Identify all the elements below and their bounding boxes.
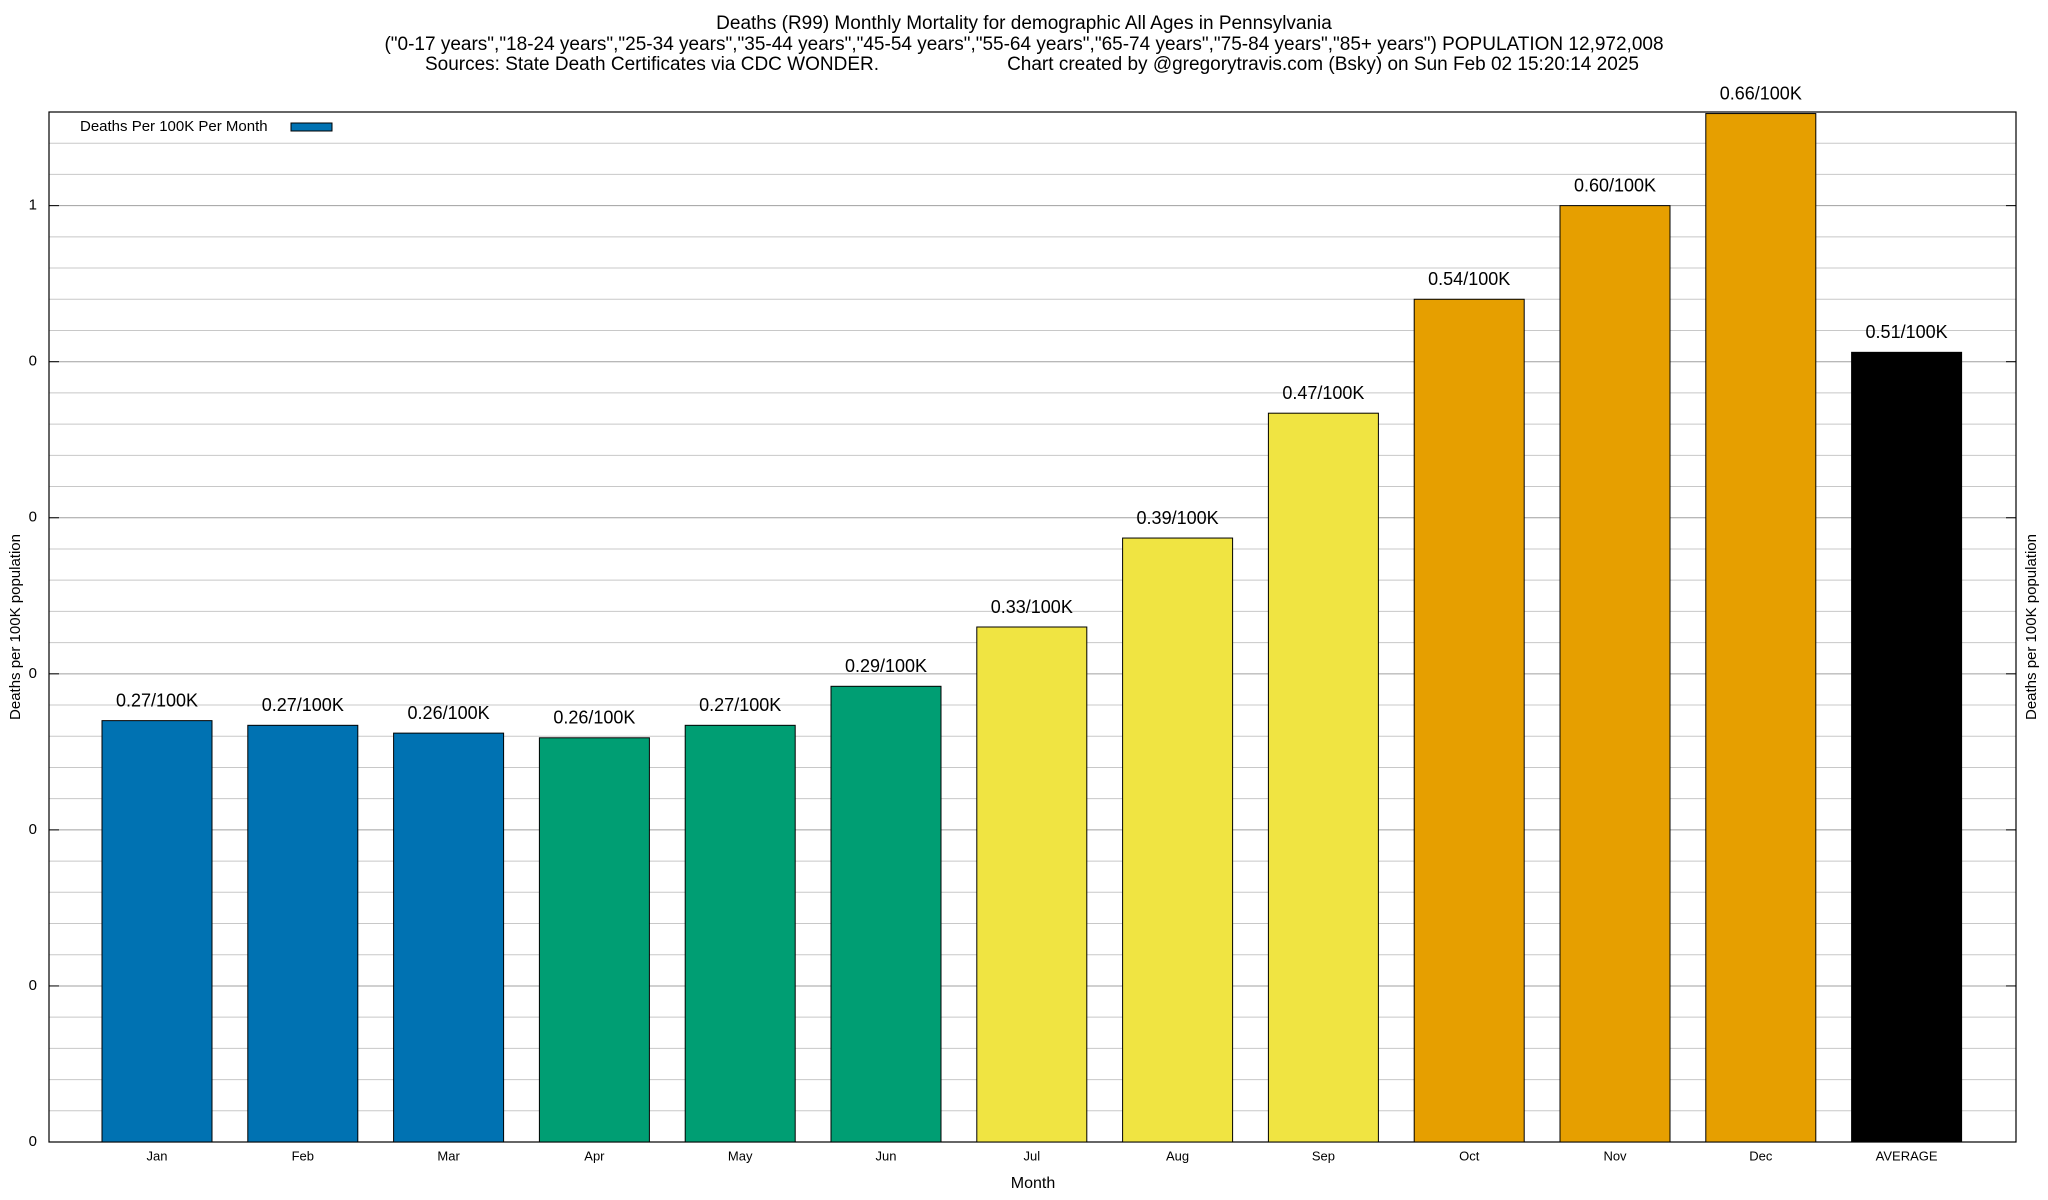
x-tick-label: Apr <box>584 1148 605 1163</box>
value-label: 0.51/100K <box>1866 322 1948 342</box>
bar <box>393 732 505 1143</box>
x-tick-label: Sep <box>1312 1148 1335 1163</box>
value-label: 0.27/100K <box>699 695 781 715</box>
x-tick-label: May <box>728 1148 753 1163</box>
bar <box>1851 351 1963 1143</box>
bar <box>538 737 650 1143</box>
x-tick-label: Feb <box>292 1148 314 1163</box>
x-tick-label: Mar <box>437 1148 460 1163</box>
y-tick-label: 1 <box>29 197 37 214</box>
x-tick-label: Jul <box>1023 1148 1040 1163</box>
x-tick-label: Aug <box>1166 1148 1189 1163</box>
bar <box>684 724 796 1143</box>
value-label: 0.66/100K <box>1720 83 1802 103</box>
sources: Sources: State Death Certificates via CD… <box>425 54 879 75</box>
y-tick-label: 0 <box>29 509 37 526</box>
y2-axis-label: Deaths per 100K population <box>2023 534 2040 720</box>
value-label: 0.60/100K <box>1574 175 1656 195</box>
y-tick-label: 0 <box>29 353 37 370</box>
bar <box>1122 537 1234 1143</box>
bar <box>1705 113 1817 1143</box>
bar <box>1413 298 1525 1143</box>
y-tick-label: 0 <box>29 821 37 838</box>
value-label: 0.27/100K <box>262 695 344 715</box>
x-tick-label: Jan <box>147 1148 168 1163</box>
value-label: 0.47/100K <box>1282 383 1364 403</box>
x-tick-label: Oct <box>1459 1148 1480 1163</box>
x-tick-label: Jun <box>876 1148 897 1163</box>
legend-label: Deaths Per 100K Per Month <box>80 118 268 135</box>
value-label: 0.54/100K <box>1428 269 1510 289</box>
y-tick-label: 0 <box>29 977 37 994</box>
bar <box>247 724 359 1143</box>
credit: Chart created by @gregorytravis.com (Bsk… <box>1007 54 1639 75</box>
y-tick-label: 0 <box>29 665 37 682</box>
chart-subtitle: ("0-17 years","18-24 years","25-34 years… <box>384 34 1663 55</box>
value-label: 0.26/100K <box>553 708 635 728</box>
bar <box>101 720 213 1143</box>
value-label: 0.39/100K <box>1137 508 1219 528</box>
bar <box>830 685 942 1143</box>
bar <box>1267 412 1379 1143</box>
bar <box>1559 205 1671 1143</box>
value-label: 0.29/100K <box>845 656 927 676</box>
x-tick-label: Nov <box>1603 1148 1627 1163</box>
x-tick-label: AVERAGE <box>1876 1148 1938 1163</box>
x-axis-label: Month <box>1011 1175 1055 1192</box>
value-label: 0.26/100K <box>408 703 490 723</box>
x-tick-label: Dec <box>1749 1148 1773 1163</box>
legend-swatch <box>290 122 333 132</box>
bar <box>976 626 1088 1143</box>
y-axis-label: Deaths per 100K population <box>7 534 24 720</box>
y-tick-label: 0 <box>29 1133 37 1150</box>
value-label: 0.33/100K <box>991 597 1073 617</box>
value-label: 0.27/100K <box>116 690 198 710</box>
chart-title: Deaths (R99) Monthly Mortality for demog… <box>716 13 1332 34</box>
